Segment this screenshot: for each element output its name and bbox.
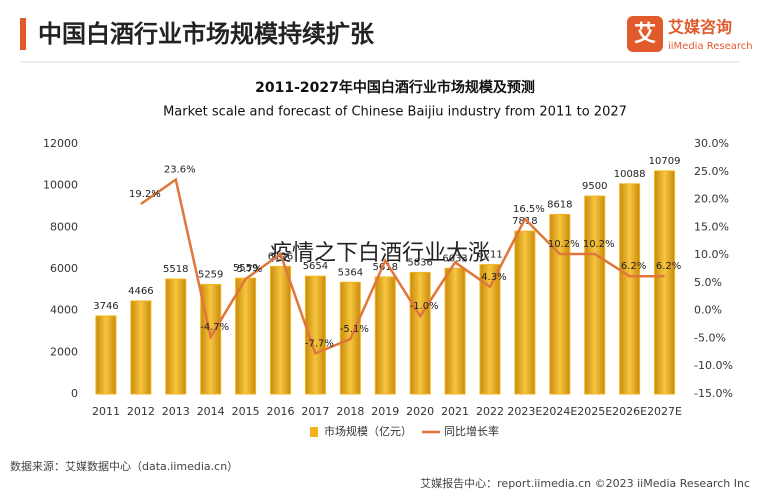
- legend-label: 市场规模（亿元）: [324, 424, 412, 438]
- y2-tick-label: 20.0%: [694, 193, 729, 206]
- y-tick-label: 4000: [50, 304, 78, 317]
- bar-label: 9500: [582, 181, 607, 192]
- x-tick-label: 2024E: [542, 405, 577, 418]
- y2-tick-label: 10.0%: [694, 248, 729, 261]
- line-label: -7.7%: [305, 338, 334, 349]
- bar-label: 4466: [128, 286, 153, 297]
- y-tick-label: 6000: [50, 262, 78, 275]
- line-label: 10.2%: [583, 239, 615, 250]
- bar: [270, 265, 292, 395]
- x-tick-label: 2017: [301, 405, 329, 418]
- logo-glyph: 艾: [634, 22, 656, 47]
- logo-icon: [627, 16, 663, 52]
- footer-right: 艾媒报告中心：report.iimedia.cn ©2023 iiMedia R…: [420, 476, 750, 490]
- bar: [95, 315, 117, 395]
- y2-tick-label: 5.0%: [694, 276, 722, 289]
- bar: [235, 277, 257, 395]
- y2-tick-label: -10.0%: [694, 359, 733, 372]
- line-label: -4.7%: [200, 322, 229, 333]
- bar-label: 8618: [547, 199, 572, 210]
- logo-sub: iiMedia Research: [668, 41, 753, 52]
- bar-label: 10709: [649, 156, 681, 167]
- bar: [409, 271, 431, 395]
- logo-text: 艾媒咨询: [668, 18, 732, 37]
- line-label: 10.2%: [548, 239, 580, 250]
- chart-subtitle: Market scale and forecast of Chinese Bai…: [163, 105, 627, 120]
- bar: [444, 267, 466, 395]
- watermark: 疫情之下白酒行业大涨: [270, 241, 490, 266]
- header-accent: [20, 18, 26, 50]
- x-tick-label: 2026E: [612, 405, 647, 418]
- bar-label: 10088: [614, 169, 646, 180]
- bar: [619, 183, 641, 395]
- line-label: 6.2%: [621, 261, 646, 272]
- y2-tick-label: -5.0%: [694, 331, 726, 344]
- y-tick-label: 2000: [50, 345, 78, 358]
- bar-label: 5654: [303, 261, 328, 272]
- y2-tick-label: 15.0%: [694, 220, 729, 233]
- x-tick-label: 2025E: [577, 405, 612, 418]
- bar-label: 6211: [477, 250, 502, 261]
- bar-label: 5518: [163, 264, 188, 275]
- line-label: -5.1%: [340, 324, 369, 335]
- bar: [165, 278, 187, 395]
- y-tick-label: 10000: [43, 179, 78, 192]
- x-tick-label: 2016: [267, 405, 295, 418]
- line-label: 19.2%: [129, 189, 161, 200]
- y2-tick-label: 0.0%: [694, 304, 722, 317]
- bar: [374, 276, 396, 395]
- chart-title: 2011-2027年中国白酒行业市场规模及预测: [255, 79, 535, 96]
- x-tick-label: 2021: [441, 405, 469, 418]
- bar: [584, 195, 606, 395]
- bar-label: 5559: [233, 263, 258, 274]
- page-title: 中国白酒行业市场规模持续扩张: [38, 20, 375, 48]
- x-tick-label: 2013: [162, 405, 190, 418]
- y2-tick-label: 25.0%: [694, 165, 729, 178]
- line-label: 4.3%: [481, 272, 506, 283]
- legend-label: 同比增长率: [444, 424, 499, 438]
- x-tick-label: 2018: [336, 405, 364, 418]
- x-tick-label: 2011: [92, 405, 120, 418]
- line-label: 16.5%: [513, 204, 545, 215]
- x-tick-label: 2012: [127, 405, 155, 418]
- bar: [549, 213, 571, 395]
- bar-label: 5259: [198, 269, 223, 280]
- x-tick-label: 2019: [371, 405, 399, 418]
- bar-label: 6033: [442, 253, 467, 264]
- bar: [479, 264, 501, 395]
- bar-label: 5836: [407, 257, 432, 268]
- legend-swatch: [310, 427, 318, 437]
- line: [140, 177, 665, 356]
- source: 数据来源：艾媒数据中心（data.iimedia.cn）: [10, 459, 238, 473]
- x-tick-label: 2015: [232, 405, 260, 418]
- line-label: 6.2%: [656, 261, 681, 272]
- x-tick-label: 2023E: [507, 405, 542, 418]
- line-label: 5.7%: [237, 264, 262, 275]
- x-tick-label: 2020: [406, 405, 434, 418]
- bar-label: 5618: [373, 262, 398, 273]
- y-tick-label: 8000: [50, 220, 78, 233]
- x-tick-label: 2014: [197, 405, 225, 418]
- x-tick-label: 2022: [476, 405, 504, 418]
- y2-tick-label: -15.0%: [694, 387, 733, 400]
- bar: [130, 300, 152, 395]
- bar: [514, 230, 536, 395]
- y-tick-label: 0: [71, 387, 78, 400]
- y2-tick-label: 30.0%: [694, 137, 729, 150]
- line-label: 23.6%: [164, 165, 196, 176]
- x-tick-label: 2027E: [647, 405, 682, 418]
- bar: [304, 275, 326, 395]
- bar-label: 3746: [93, 301, 118, 312]
- bar: [654, 170, 676, 395]
- y-tick-label: 12000: [43, 137, 78, 150]
- bar-label: 5364: [338, 267, 363, 278]
- line-label: -1.0%: [410, 301, 439, 312]
